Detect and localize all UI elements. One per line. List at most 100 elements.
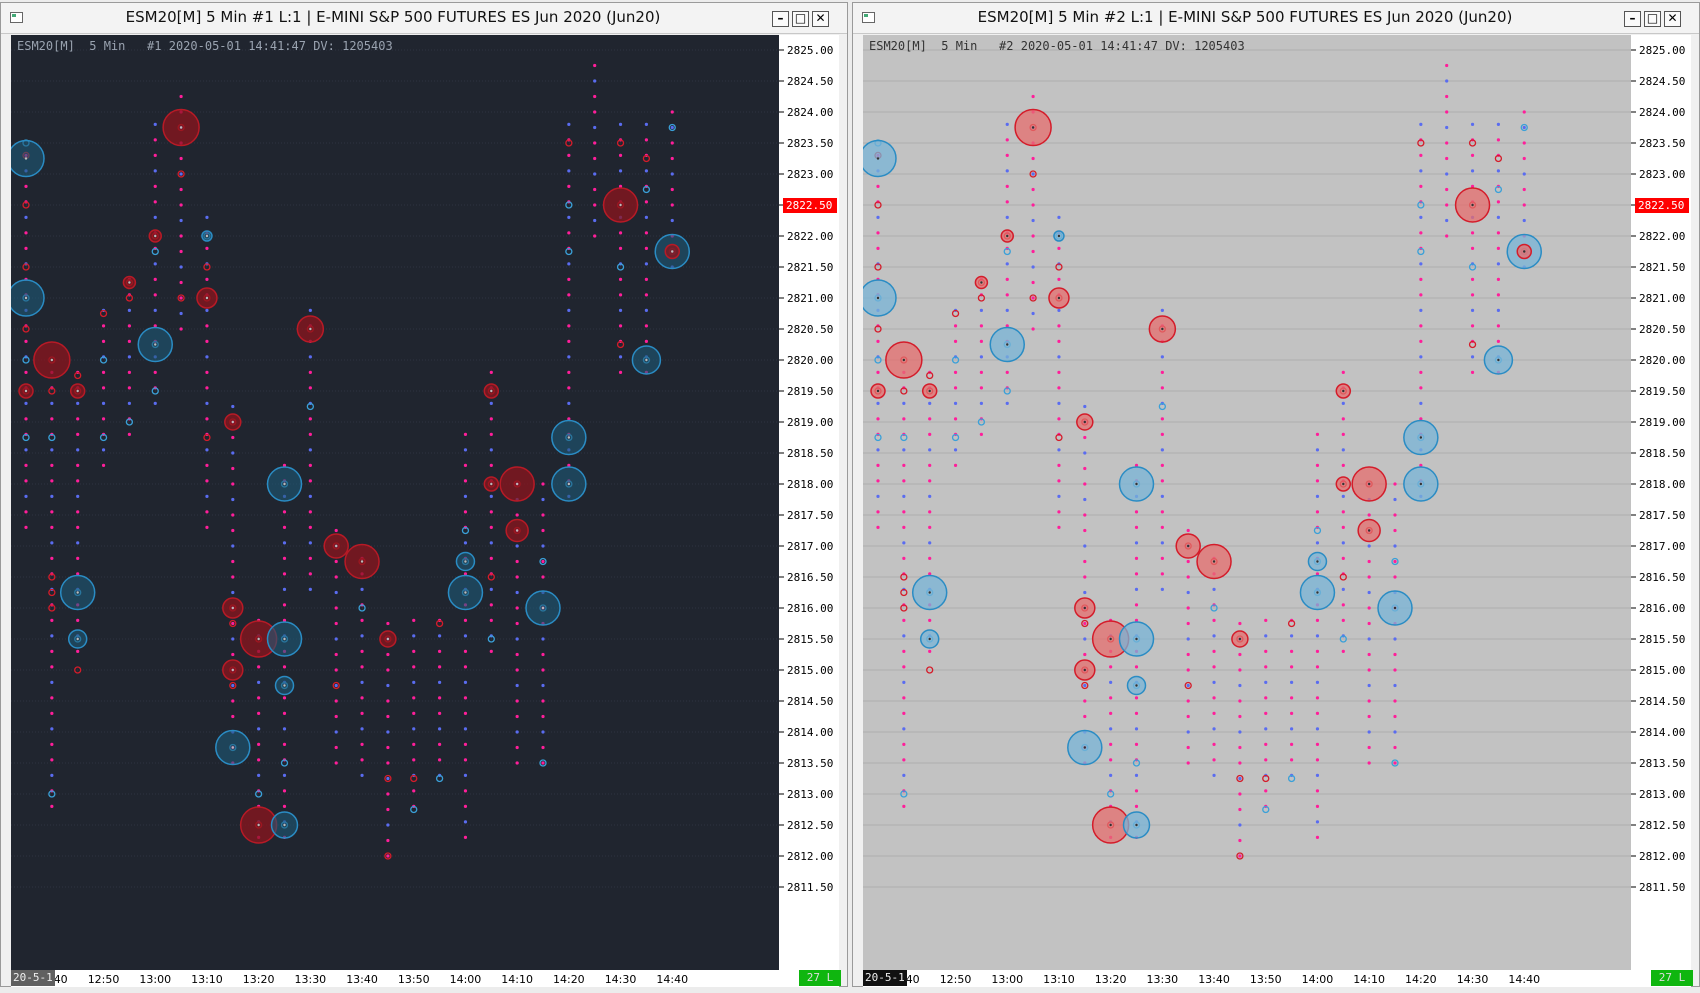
window-icon[interactable]	[862, 12, 875, 23]
volume-tick	[1212, 680, 1216, 685]
maximize-button[interactable]: □	[792, 11, 809, 27]
minimize-button[interactable]: –	[1624, 11, 1641, 27]
price-axis[interactable]: 2825.00 2824.50 2824.00 2823.50 2823.00 2822.…	[1631, 35, 1691, 970]
volume-tick	[1160, 355, 1164, 359]
volume-tick	[153, 215, 157, 219]
volume-tick	[179, 187, 183, 192]
volume-tick	[1109, 727, 1113, 731]
close-button[interactable]: ✕	[1664, 11, 1681, 27]
volume-tick	[876, 448, 880, 452]
maximize-button[interactable]: □	[1644, 11, 1661, 27]
volume-tick	[153, 324, 157, 328]
volume-tick	[644, 339, 649, 343]
volume-tick	[953, 370, 958, 374]
volume-tick	[876, 525, 880, 529]
volume-tick	[541, 559, 545, 564]
price-label: 2814.00	[787, 726, 833, 739]
volume-bubble-center	[515, 529, 519, 532]
volume-tick	[644, 308, 649, 312]
volume-tick	[644, 138, 649, 142]
price-axis[interactable]: 2825.00 2824.50 2824.00 2823.50 2823.00 2822.…	[779, 35, 839, 970]
chart-plot-area[interactable]: ESM20[M] 5 Min #1 2020-05-01 14:41:47 DV…	[11, 35, 779, 970]
volume-tick	[76, 448, 80, 452]
volume-tick	[24, 417, 28, 421]
volume-bubble-center	[231, 420, 234, 424]
chart-info-text: ESM20[M] 5 Min #1 2020-05-01 14:41:47 DV…	[17, 39, 393, 53]
volume-tick	[1212, 742, 1216, 747]
volume-tick	[644, 169, 649, 173]
volume-tick	[438, 758, 442, 762]
volume-tick	[360, 727, 364, 731]
title-bar[interactable]: ESM20[M] 5 Min #1 L:1 | E-MINI S&P 500 F…	[1, 3, 847, 34]
volume-tick	[50, 773, 54, 778]
volume-tick	[463, 696, 468, 700]
volume-tick	[567, 231, 571, 235]
chart-plot-area[interactable]: ESM20[M] 5 Min #2 2020-05-01 14:41:47 DV…	[863, 35, 1631, 970]
volume-tick	[1186, 699, 1190, 703]
volume-tick	[463, 432, 468, 436]
volume-tick	[231, 482, 235, 486]
volume-marker	[332, 681, 340, 690]
volume-tick	[1186, 528, 1190, 533]
minimize-button[interactable]: –	[772, 11, 789, 27]
volume-tick	[1419, 401, 1423, 405]
volume-marker	[384, 774, 392, 783]
volume-tick	[1186, 606, 1190, 610]
close-button[interactable]: ✕	[812, 11, 829, 27]
volume-tick	[1315, 820, 1320, 824]
volume-tick	[1470, 122, 1475, 126]
volume-tick	[1419, 262, 1423, 266]
volume-marker	[48, 588, 56, 597]
volume-tick	[231, 404, 235, 409]
volume-tick	[567, 324, 571, 328]
price-label: 2815.50	[1639, 633, 1685, 646]
volume-tick	[1238, 807, 1242, 812]
volume-tick	[1264, 680, 1268, 685]
volume-tick	[1134, 773, 1139, 778]
volume-tick	[1341, 370, 1345, 374]
volume-bubble-center	[619, 203, 622, 207]
volume-bubble-center	[1135, 823, 1138, 827]
volume-tick	[205, 324, 209, 328]
volume-marker	[48, 573, 56, 581]
window-icon[interactable]	[10, 12, 23, 23]
title-bar[interactable]: ESM20[M] 5 Min #2 L:1 | E-MINI S&P 500 F…	[853, 3, 1699, 34]
volume-tick	[1134, 572, 1139, 576]
volume-tick	[386, 854, 390, 858]
volume-tick	[463, 494, 468, 498]
volume-tick	[1419, 215, 1423, 219]
volume-tick	[1315, 448, 1320, 452]
volume-tick	[1160, 572, 1164, 576]
volume-tick	[1419, 277, 1423, 281]
volume-tick	[618, 246, 623, 250]
volume-tick	[412, 649, 416, 654]
volume-tick	[1496, 293, 1500, 297]
time-axis[interactable]: 12:4012:5013:0013:1013:2013:3013:4013:50…	[863, 970, 1631, 987]
volume-tick	[1341, 417, 1345, 421]
volume-tick	[979, 386, 983, 390]
volume-marker	[565, 139, 573, 147]
volume-tick	[1419, 355, 1423, 359]
volume-tick	[1005, 324, 1009, 328]
volume-tick	[1031, 311, 1035, 316]
volume-tick	[1393, 497, 1397, 502]
volume-marker	[177, 294, 185, 302]
volume-tick	[50, 634, 54, 638]
volume-tick	[876, 479, 880, 483]
volume-marker	[203, 433, 211, 442]
time-axis[interactable]: 12:4012:5013:0013:1013:2013:3013:4013:50…	[11, 970, 779, 987]
volume-tick	[928, 525, 932, 529]
volume-tick	[515, 745, 519, 750]
volume-tick	[257, 773, 261, 778]
volume-tick	[902, 541, 906, 545]
volume-bubble-center	[1497, 358, 1500, 362]
volume-tick	[1496, 200, 1500, 204]
volume-tick	[644, 200, 649, 204]
volume-tick	[1419, 370, 1423, 374]
volume-tick	[902, 448, 906, 452]
volume-tick	[1031, 234, 1035, 238]
price-label: 2824.00	[1639, 106, 1685, 119]
volume-tick	[1057, 355, 1061, 359]
volume-tick	[567, 153, 571, 157]
volume-bubble	[863, 139, 897, 178]
